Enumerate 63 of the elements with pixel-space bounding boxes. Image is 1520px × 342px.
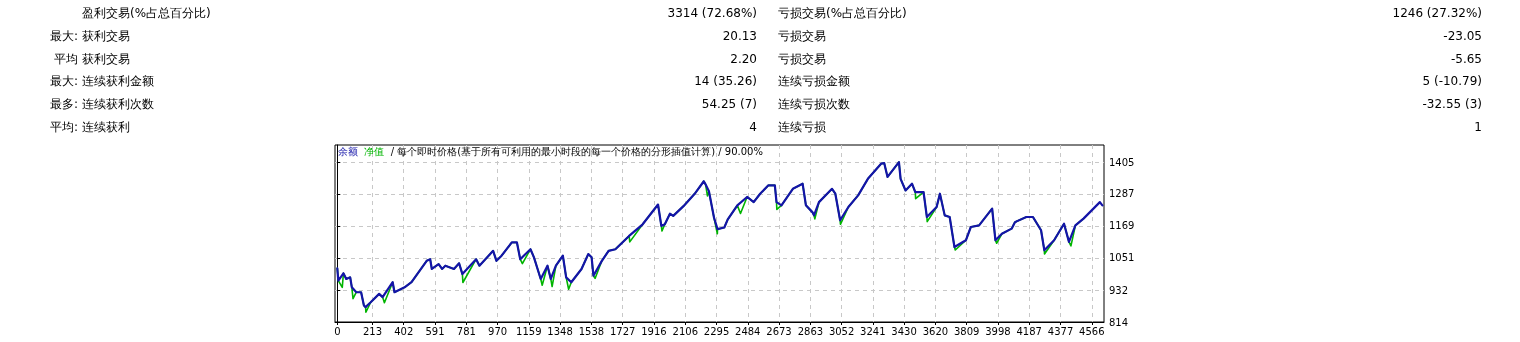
x-tick-label: 1727 [609,325,636,337]
x-tick-label: 1159 [516,325,542,337]
x-tick-label: 3052 [828,325,855,337]
y-tick-label: 1405 [1109,156,1135,168]
x-tick-label: 3241 [860,325,886,337]
text: -5.65 [1450,51,1482,66]
x-tick-label: 781 [456,325,476,337]
x-tick-label: 2484 [735,325,761,337]
x-tick-label: 2863 [797,325,824,337]
x-tick-label: 4566 [1079,325,1105,337]
text: 连续亏损金额 [778,74,850,89]
text: 亏损交易 [778,51,826,66]
text: 最多: [49,97,78,112]
text: 净值 [364,145,385,157]
x-tick-label: 1348 [547,325,573,337]
text: 盈利交易(%占总百分比) [82,6,211,20]
x-tick-label: 970 [488,325,508,337]
text: 获利交易 [82,28,130,43]
text: 14 (35.26) [694,74,757,89]
x-tick-label: 213 [362,325,383,337]
text: 获利交易 [82,51,130,66]
text: 亏损交易 [778,28,826,43]
text: 1 [1474,120,1482,134]
text: 连续获利 [82,120,130,134]
text: 亏损交易(%占总百分比) [778,6,907,20]
x-tick-label: 2295 [703,325,730,337]
text: 余额 [338,145,358,157]
text: 连续获利次数 [82,97,154,112]
text: 平均 [54,51,78,66]
x-tick-label: 1538 [578,325,605,337]
x-tick-label: 0 [334,325,341,337]
x-tick-label: 591 [425,325,445,337]
x-tick-label: 2673 [766,325,792,337]
x-tick-label: 3998 [985,325,1011,337]
chart-subtitle: / 每个即时价格(基于所有可利用的最小时段的每一个价格的分形插值计算) / 90.00% [390,145,763,157]
text: 1246 (27.32%) [1392,6,1482,20]
text: 最大: [49,74,78,89]
x-tick-label: 402 [394,325,414,337]
y-tick-label: 1287 [1109,188,1135,200]
text: -32.55 (3) [1422,97,1482,112]
text: 54.25 (7) [701,97,757,112]
text: 2.20 [730,51,757,66]
text: 5 (-10.79) [1422,74,1482,89]
x-tick-label: 4187 [1016,325,1042,337]
text: 20.13 [722,28,757,43]
text: 4 [749,120,757,134]
x-tick-label: 3809 [953,325,980,337]
x-tick-label: 4377 [1047,325,1074,337]
text: 连续获利金额 [82,74,154,89]
y-tick-label: 1169 [1109,220,1135,232]
x-tick-label: 1916 [641,325,667,337]
x-tick-label: 3620 [922,325,949,337]
text: 最大: [49,28,78,43]
text: -23.05 [1443,28,1482,43]
text: 连续亏损 [778,120,826,134]
y-tick-label: 1051 [1109,252,1135,264]
text: 3314 (72.68%) [667,6,757,20]
text: 平均: [49,120,78,134]
y-tick-label: 814 [1109,316,1129,328]
x-tick-label: 3430 [891,325,917,337]
text: 连续亏损次数 [778,97,850,112]
x-tick-label: 2106 [672,325,699,337]
y-tick-label: 932 [1109,284,1129,296]
